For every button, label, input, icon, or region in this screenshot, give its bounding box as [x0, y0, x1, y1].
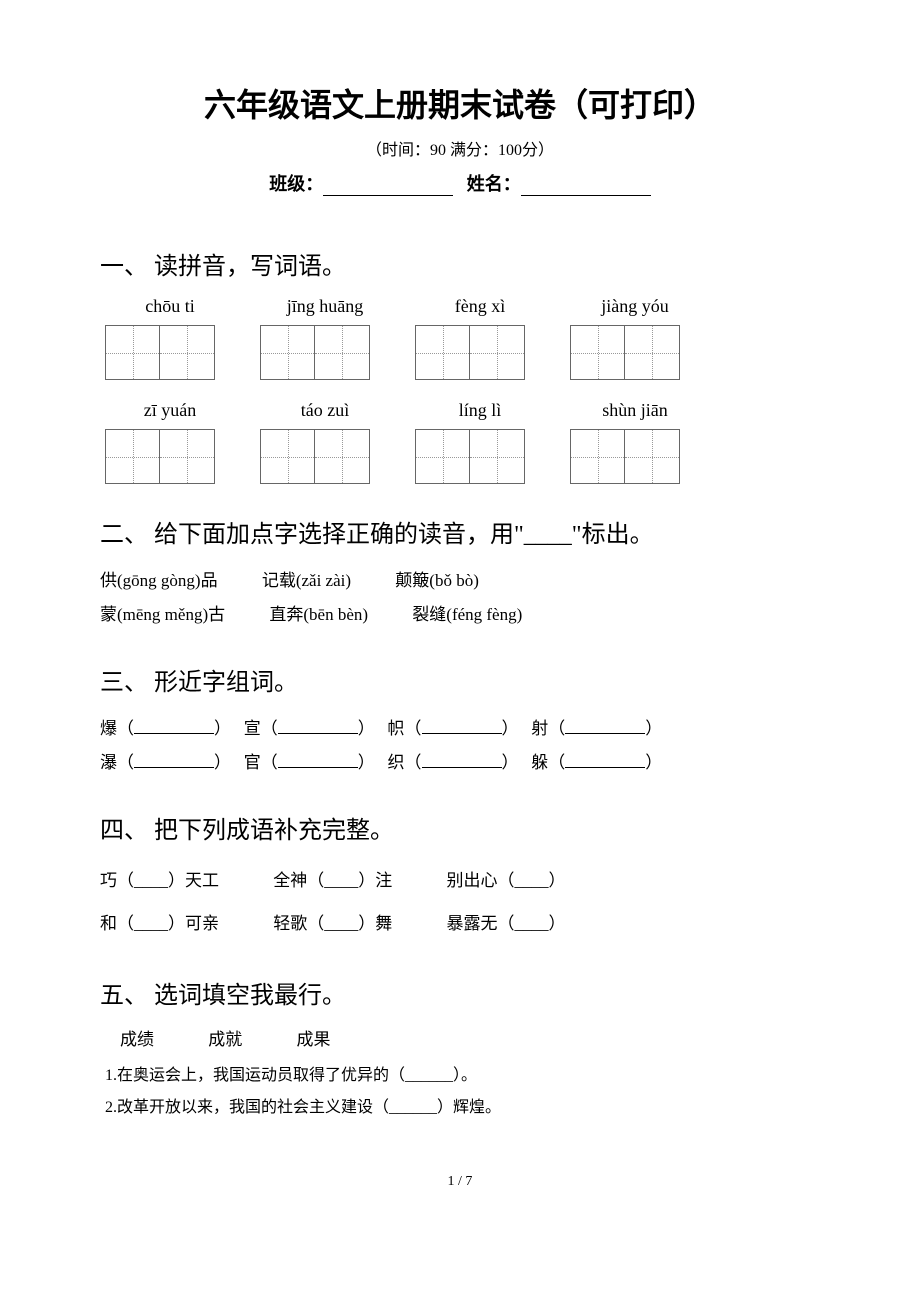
- char-box-pair[interactable]: [570, 429, 680, 484]
- name-label: 姓名：: [467, 174, 521, 194]
- q3-char: 躲: [531, 753, 548, 772]
- pinyin-item: jīng huāng: [270, 296, 380, 317]
- section1-heading: 一、 读拼音，写词语。: [100, 246, 820, 281]
- pinyin-item: táo zuì: [270, 400, 380, 421]
- word-option: 成果: [297, 1030, 331, 1049]
- q3-char: 官: [244, 753, 261, 772]
- document-subtitle: （时间：90 满分：100分）: [100, 136, 820, 160]
- pinyin-item: jiàng yóu: [580, 296, 690, 317]
- section2-heading: 二、 给下面加点字选择正确的读音，用"____"标出。: [100, 514, 820, 549]
- char-box-pair[interactable]: [415, 429, 525, 484]
- section3-row2: 瀑（） 官（） 织（） 躲（）: [100, 746, 820, 780]
- section4-heading: 四、 把下列成语补充完整。: [100, 810, 820, 845]
- answer-blank[interactable]: [134, 752, 214, 768]
- char-box-row-2: [100, 429, 820, 484]
- section3-row1: 爆（） 宣（） 帜（） 射（）: [100, 712, 820, 746]
- q2-2a: 蒙(mēng měng)古: [100, 605, 225, 624]
- q3-char: 帜: [388, 719, 405, 738]
- section5-item1: 1.在奥运会上，我国运动员取得了优异的（______）。: [100, 1060, 820, 1092]
- char-box-pair[interactable]: [260, 429, 370, 484]
- section4-row2: 和（____）可亲 轻歌（____）舞 暴露无（____）: [100, 903, 820, 946]
- section2-line2: 蒙(mēng měng)古 直奔(bēn bèn) 裂缝(féng fèng): [100, 598, 820, 632]
- idiom-c: 别出心（____）: [447, 871, 566, 890]
- section2-line1: 供(gōng gòng)品 记载(zǎi zài) 颠簸(bǒ bò): [100, 564, 820, 598]
- idiom-a: 和（____）可亲: [100, 914, 219, 933]
- answer-blank[interactable]: [565, 718, 645, 734]
- pinyin-item: líng lì: [425, 400, 535, 421]
- q3-char: 爆: [100, 719, 117, 738]
- word-option: 成就: [208, 1030, 242, 1049]
- q3-char: 瀑: [100, 753, 117, 772]
- q3-char: 织: [388, 753, 405, 772]
- q2-1a: 供(gōng gòng)品: [100, 571, 218, 590]
- idiom-c: 暴露无（____）: [447, 914, 566, 933]
- page-footer: 1 / 7: [100, 1174, 820, 1190]
- answer-blank[interactable]: [422, 718, 502, 734]
- char-box-pair[interactable]: [105, 325, 215, 380]
- section3-heading: 三、 形近字组词。: [100, 662, 820, 697]
- pinyin-item: chōu ti: [115, 296, 225, 317]
- answer-blank[interactable]: [278, 752, 358, 768]
- char-box-row-1: [100, 325, 820, 380]
- idiom-b: 全神（____）注: [273, 871, 392, 890]
- pinyin-row-1: chōu ti jīng huāng fèng xì jiàng yóu: [100, 296, 820, 317]
- section5-heading: 五、 选词填空我最行。: [100, 975, 820, 1010]
- answer-blank[interactable]: [134, 718, 214, 734]
- q3-char: 宣: [244, 719, 261, 738]
- q2-1b: 记载(zǎi zài): [262, 571, 351, 590]
- answer-blank[interactable]: [565, 752, 645, 768]
- idiom-b: 轻歌（____）舞: [273, 914, 392, 933]
- idiom-a: 巧（____）天工: [100, 871, 219, 890]
- word-option: 成绩: [120, 1030, 154, 1049]
- pinyin-item: shùn jiān: [580, 400, 690, 421]
- q2-2b: 直奔(bēn bèn): [269, 605, 368, 624]
- document-title: 六年级语文上册期末试卷（可打印）: [100, 80, 820, 126]
- answer-blank[interactable]: [422, 752, 502, 768]
- section5-wordbank: 成绩 成就 成果: [100, 1025, 820, 1050]
- class-label: 班级：: [269, 174, 323, 194]
- class-blank[interactable]: [323, 178, 453, 196]
- section4-row1: 巧（____）天工 全神（____）注 别出心（____）: [100, 860, 820, 903]
- name-blank[interactable]: [521, 178, 651, 196]
- char-box-pair[interactable]: [260, 325, 370, 380]
- pinyin-item: zī yuán: [115, 400, 225, 421]
- char-box-pair[interactable]: [415, 325, 525, 380]
- char-box-pair[interactable]: [105, 429, 215, 484]
- char-box-pair[interactable]: [570, 325, 680, 380]
- pinyin-item: fèng xì: [425, 296, 535, 317]
- section5-item2: 2.改革开放以来，我国的社会主义建设（______）辉煌。: [100, 1092, 820, 1124]
- q3-char: 射: [531, 719, 548, 738]
- pinyin-row-2: zī yuán táo zuì líng lì shùn jiān: [100, 400, 820, 421]
- q2-2c: 裂缝(féng fèng): [412, 605, 522, 624]
- student-info-line: 班级： 姓名：: [100, 170, 820, 196]
- q2-1c: 颠簸(bǒ bò): [395, 571, 479, 590]
- answer-blank[interactable]: [278, 718, 358, 734]
